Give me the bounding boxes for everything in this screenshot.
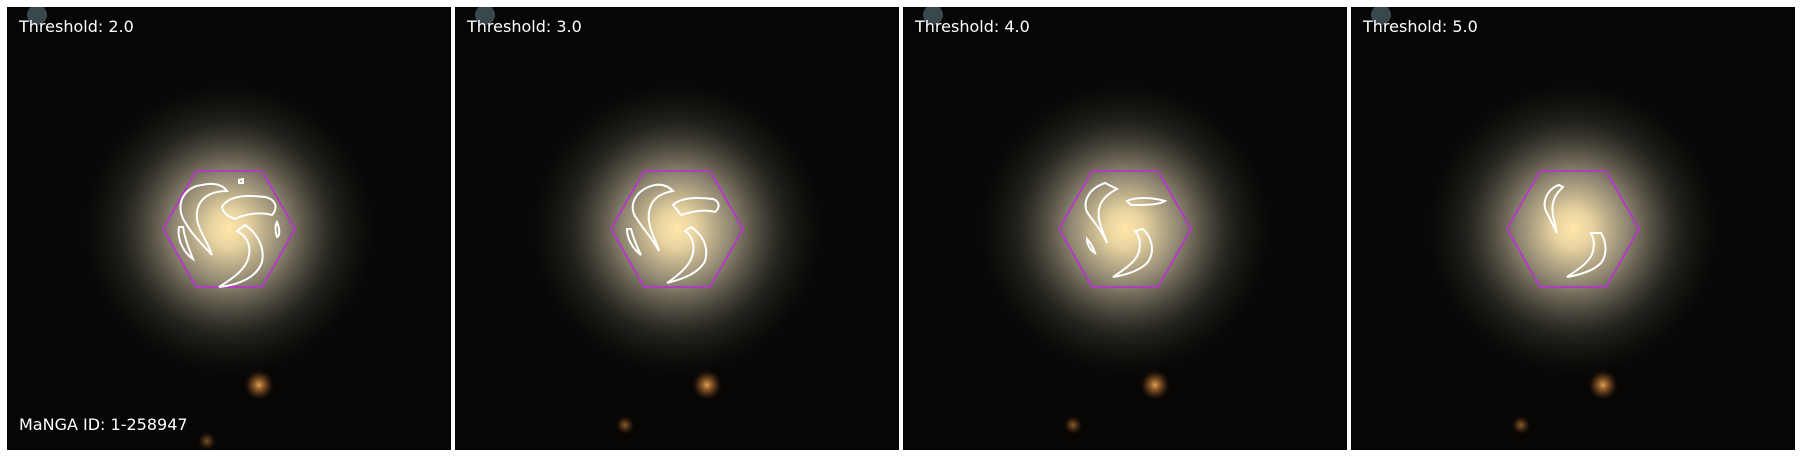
bright-star — [1587, 369, 1619, 401]
blue-star — [475, 7, 495, 25]
galaxy-image — [455, 7, 899, 450]
threshold-label: Threshold: 2.0 — [19, 17, 134, 36]
ifu-hexagon — [1057, 170, 1193, 288]
galaxy-image — [903, 7, 1347, 450]
panel-threshold-2: Threshold: 2.0 MaNGA ID: 1-258947 — [7, 7, 451, 450]
faint-star — [1063, 415, 1083, 435]
manga-id-label: MaNGA ID: 1-258947 — [19, 415, 188, 434]
bright-star — [243, 369, 275, 401]
galaxy — [517, 69, 837, 389]
arm-contours — [1543, 183, 1607, 278]
arm-contours — [177, 177, 281, 288]
faint-star — [615, 415, 635, 435]
threshold-label: Threshold: 3.0 — [467, 17, 582, 36]
blue-star — [923, 7, 943, 25]
galaxy-image — [1351, 7, 1795, 450]
blue-star — [27, 7, 47, 25]
ifu-hexagon — [609, 170, 745, 288]
bright-star — [1139, 369, 1171, 401]
threshold-label: Threshold: 4.0 — [915, 17, 1030, 36]
blue-star — [1371, 7, 1391, 25]
faint-star — [197, 431, 217, 450]
panel-threshold-4: Threshold: 4.0 — [903, 7, 1347, 450]
faint-star — [1511, 415, 1531, 435]
galaxy-image — [7, 7, 451, 450]
panel-threshold-3: Threshold: 3.0 — [455, 7, 899, 450]
galaxy — [69, 69, 389, 389]
arm-contours — [1084, 181, 1168, 278]
panel-threshold-5: Threshold: 5.0 — [1351, 7, 1795, 450]
ifu-hexagon — [161, 170, 297, 288]
galaxy — [965, 69, 1285, 389]
bright-star — [691, 369, 723, 401]
arm-contours — [625, 183, 720, 284]
ifu-hexagon — [1505, 170, 1641, 288]
galaxy — [1413, 69, 1733, 389]
threshold-label: Threshold: 5.0 — [1363, 17, 1478, 36]
